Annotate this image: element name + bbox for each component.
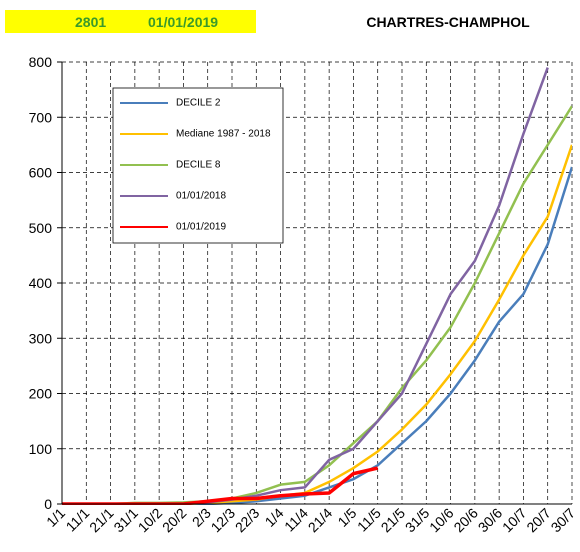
date: 01/01/2019 (148, 14, 218, 30)
y-tick-label: 400 (29, 275, 53, 291)
x-tick-label: 11/4 (281, 505, 311, 535)
chart-title: CHARTRES-CHAMPHOL (366, 14, 530, 30)
y-tick-label: 0 (44, 496, 52, 512)
x-tick-label: 20/6 (450, 505, 481, 536)
header-box (5, 10, 256, 33)
x-tick-label: 21/1 (86, 505, 117, 536)
y-tick-label: 700 (29, 109, 53, 125)
y-tick-label: 100 (29, 441, 53, 457)
legend-label: DECILE 8 (176, 160, 221, 171)
x-tick-label: 31/1 (110, 505, 141, 536)
x-tick-label: 31/5 (402, 505, 433, 536)
x-tick-label: 21/4 (305, 505, 336, 536)
x-tick-label: 20/2 (159, 505, 190, 536)
y-tick-label: 200 (29, 386, 53, 402)
y-tick-label: 300 (29, 330, 53, 346)
y-tick-label: 800 (29, 54, 53, 70)
legend-label: 01/01/2018 (176, 191, 226, 202)
legend: DECILE 2 Mediane 1987 - 2018 DECILE 8 01/01… (112, 87, 284, 244)
x-tick-label: 10/6 (426, 505, 457, 536)
x-tick-label: 30/7 (548, 505, 579, 536)
y-tick-label: 500 (29, 220, 53, 236)
x-tick-label: 20/7 (523, 505, 554, 536)
legend-label: Mediane 1987 - 2018 (176, 129, 271, 140)
x-tick-label: 21/5 (378, 505, 409, 536)
x-tick-label: 11/1 (63, 505, 93, 535)
legend-label: DECILE 2 (176, 98, 221, 109)
x-tick-label: 10/7 (499, 505, 530, 536)
y-tick-label: 600 (29, 165, 53, 181)
x-tick-label: 10/2 (135, 505, 166, 536)
x-tick-label: 11/5 (354, 505, 384, 535)
legend-label: 01/01/2019 (176, 222, 226, 233)
x-tick-label: 12/3 (208, 505, 239, 536)
x-tick-label: 30/6 (475, 505, 506, 536)
axes: 01002003004005006007008001/111/121/131/1… (29, 54, 579, 535)
x-tick-label: 22/3 (232, 505, 263, 536)
station: 2801 (75, 14, 106, 30)
